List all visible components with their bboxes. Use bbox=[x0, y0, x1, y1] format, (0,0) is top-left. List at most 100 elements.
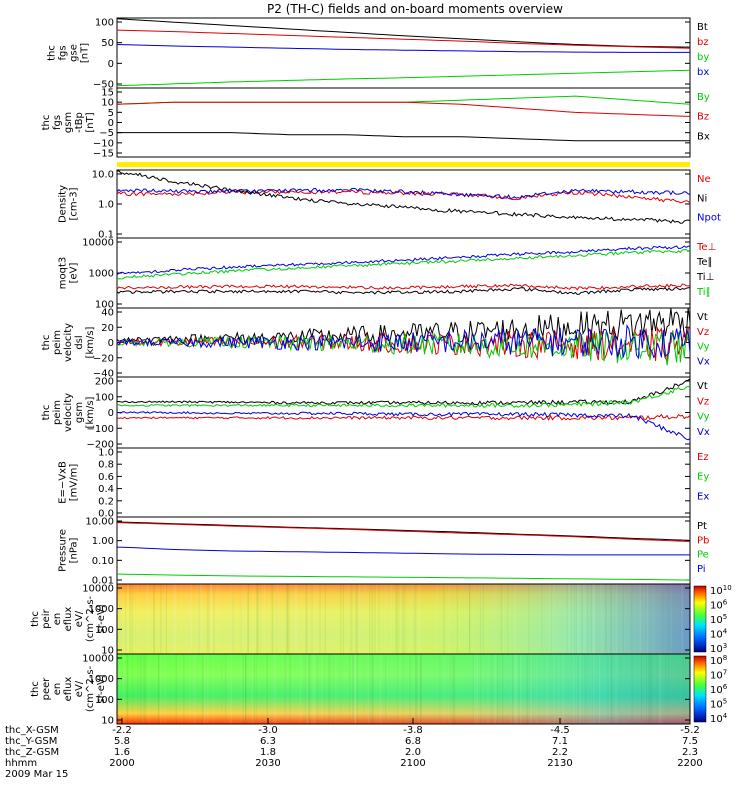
spectrogram-texture bbox=[180, 584, 182, 654]
spectrogram-texture bbox=[516, 654, 518, 724]
spectrogram-texture bbox=[309, 654, 311, 724]
spectrogram-texture bbox=[231, 654, 233, 724]
colorbar-tick-label: 104 bbox=[710, 712, 728, 725]
spectrogram-texture bbox=[341, 654, 343, 724]
spectrogram-texture bbox=[581, 584, 583, 654]
spectrogram-texture bbox=[494, 654, 497, 724]
panel-temp: 10000 1000 100 moqt3 [eV] Te⊥ Te∥ Ti⊥ Ti∥ bbox=[58, 237, 716, 311]
y-axis-label: thc peim velocity dsl [km/s] bbox=[41, 323, 96, 362]
spectrogram-texture bbox=[276, 584, 278, 654]
legend-item: Vx bbox=[697, 356, 710, 367]
spectrogram-texture bbox=[368, 654, 370, 724]
spectrogram-texture bbox=[448, 584, 450, 654]
spectrogram-texture bbox=[396, 654, 399, 724]
spectrogram-texture bbox=[528, 654, 530, 724]
y-tick-label: −50 bbox=[93, 80, 114, 91]
spectrogram-texture bbox=[307, 584, 309, 654]
spectrogram-texture bbox=[584, 654, 586, 724]
spectrogram-texture bbox=[528, 654, 530, 724]
spectrogram-texture bbox=[164, 584, 166, 654]
y-tick-label: 100 bbox=[95, 300, 114, 311]
colorbar-tick-label: 108 bbox=[710, 654, 727, 667]
y-axis-label-line: peer bbox=[41, 677, 52, 701]
spectrogram-texture bbox=[444, 584, 446, 654]
y-axis-label-line: [km/s] bbox=[85, 326, 96, 358]
spectrogram-texture bbox=[241, 584, 243, 654]
spectrogram-texture bbox=[257, 584, 259, 654]
spectrogram-texture bbox=[285, 654, 287, 724]
y-axis-label-line: [mV/m] bbox=[69, 464, 80, 502]
spectrogram-texture bbox=[653, 584, 655, 654]
legend-item: Bt bbox=[697, 22, 708, 33]
spectrogram-texture bbox=[313, 654, 315, 724]
spectrogram-texture bbox=[164, 654, 166, 724]
spectrogram-texture bbox=[123, 654, 125, 724]
spectrogram-texture bbox=[415, 654, 417, 724]
spectrogram-texture bbox=[339, 654, 341, 724]
spectrogram-texture bbox=[340, 584, 342, 654]
y-tick-label: 0.2 bbox=[98, 496, 114, 507]
spectrogram-texture bbox=[371, 654, 373, 724]
y-tick-label: 0.0 bbox=[98, 509, 114, 520]
spectrogram-texture bbox=[562, 654, 565, 724]
spectrogram-texture bbox=[165, 584, 167, 654]
spectrogram-texture bbox=[364, 584, 366, 654]
spectrogram-texture bbox=[487, 654, 489, 724]
y-axis-label-line: [nT] bbox=[85, 112, 96, 132]
footer-value: 2.3 bbox=[682, 747, 698, 758]
spectrogram-texture bbox=[568, 584, 570, 654]
spectrogram-texture bbox=[681, 584, 684, 654]
spectrogram-texture bbox=[419, 654, 421, 724]
y-axis-label-line: en bbox=[52, 613, 63, 626]
y-tick-label: 10 bbox=[101, 716, 114, 727]
spectrogram-texture bbox=[324, 584, 326, 654]
y-tick-label: 0.6 bbox=[98, 472, 114, 483]
spectrogram-texture bbox=[409, 654, 411, 724]
spectrogram-texture bbox=[175, 654, 177, 724]
spectrogram-texture bbox=[307, 654, 309, 724]
spectrogram-texture bbox=[473, 654, 475, 724]
spectrogram-texture bbox=[398, 584, 400, 654]
spectrogram-texture bbox=[132, 654, 134, 724]
spectrogram-texture bbox=[395, 584, 397, 654]
spectrogram-texture bbox=[123, 584, 125, 654]
legend-item: Pi bbox=[697, 564, 706, 575]
y-tick-label: 20 bbox=[101, 323, 114, 334]
y-axis-label: Density [cm-3] bbox=[58, 185, 80, 223]
spectrogram-texture bbox=[142, 654, 144, 724]
spectrogram-texture bbox=[684, 654, 686, 724]
y-axis-label-line: -tBp bbox=[74, 112, 85, 133]
spectrogram-texture bbox=[247, 584, 249, 654]
legend-item: Pt bbox=[697, 521, 707, 532]
y-axis-label-line: thc bbox=[30, 611, 41, 627]
y-axis-label-line: peir bbox=[41, 608, 52, 628]
spectrogram-texture bbox=[140, 654, 142, 724]
footer-value: 2030 bbox=[255, 758, 280, 769]
spectrogram-texture bbox=[146, 584, 148, 654]
spectrogram-texture bbox=[568, 584, 570, 654]
y-tick-label: 0 bbox=[108, 118, 114, 129]
spectrogram-texture bbox=[317, 584, 319, 654]
panel-velocity_gsm: 200 100 0 −100 −200 thc peim velocity gsm [km/s] V… bbox=[41, 376, 710, 451]
spectrogram-texture bbox=[497, 654, 499, 724]
y-axis-label: E=−VxB [mV/m] bbox=[58, 461, 80, 504]
legend-item: Ez bbox=[697, 452, 709, 463]
spectrogram-texture bbox=[372, 654, 374, 724]
y-axis-label-line: velocity bbox=[63, 323, 74, 362]
spectrogram-texture bbox=[221, 654, 223, 724]
y-tick-label: 100 bbox=[95, 392, 114, 403]
y-tick-label: 0.4 bbox=[98, 484, 114, 495]
y-axis-label-line: velocity bbox=[63, 393, 74, 432]
spectrogram-texture bbox=[229, 654, 231, 724]
spectrogram-texture bbox=[295, 584, 297, 654]
spectrogram-texture bbox=[260, 584, 262, 654]
spectrogram-texture bbox=[328, 654, 330, 724]
spectrogram-texture bbox=[439, 654, 441, 724]
spectrogram-texture bbox=[400, 584, 402, 654]
legend-item: By bbox=[697, 92, 710, 103]
spectrogram-texture bbox=[419, 654, 422, 724]
spectrogram-texture bbox=[454, 654, 456, 724]
colorbar-tick-label: 105 bbox=[710, 613, 727, 626]
spectrogram-texture bbox=[526, 654, 528, 724]
